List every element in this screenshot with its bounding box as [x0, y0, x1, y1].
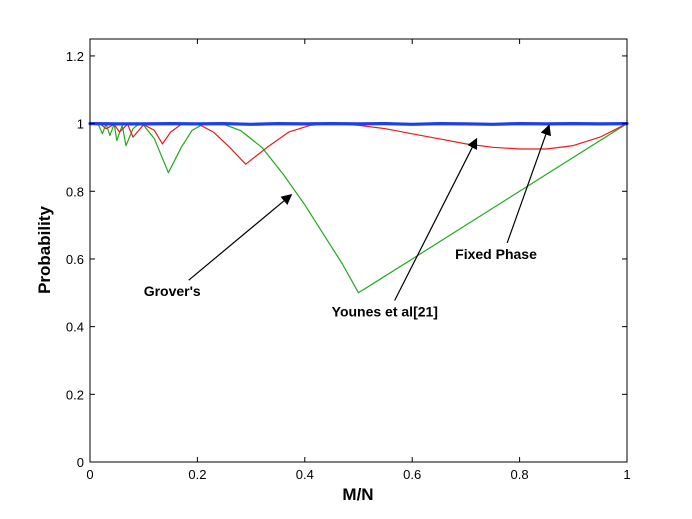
y-tick-label: 0 — [77, 455, 84, 470]
y-tick-label: 0.6 — [66, 252, 84, 267]
annotation-arrow-grover-s — [188, 193, 293, 281]
x-tick-label: 0.4 — [296, 467, 314, 482]
y-tick-label: 1.2 — [66, 49, 84, 64]
y-tick-label: 1 — [77, 117, 84, 132]
y-tick-label: 0.8 — [66, 184, 84, 199]
x-axis-title: M/N — [342, 485, 373, 504]
x-tick-label: 0.2 — [188, 467, 206, 482]
plot-area — [90, 39, 627, 462]
y-axis-title: Probability — [35, 206, 54, 294]
plot-frame — [89, 38, 628, 463]
axes-layer: 0 0.2 0.4 0.6 0.8 1 0 0.2 0.4 0.6 0.8 1 1.2 — [66, 38, 631, 482]
x-tick-label: 0.8 — [511, 467, 529, 482]
annotation-label-younes-et-al-21: Younes et al[21] — [332, 303, 438, 319]
annotation-label-fixed-phase: Fixed Phase — [455, 246, 537, 262]
series-layer — [88, 121, 629, 294]
series-line-fixed-phase — [88, 121, 629, 126]
annotation-arrow-fixed-phase — [506, 124, 551, 244]
annotation-label-grover-s: Grover's — [144, 283, 201, 299]
x-tick-label: 0.6 — [403, 467, 421, 482]
y-tick-label: 0.4 — [66, 320, 84, 335]
y-tick-label: 0.2 — [66, 387, 84, 402]
x-tick-label: 1 — [623, 467, 630, 482]
annotations-layer: Grover's Younes et al[21] Fixed Phase — [144, 124, 551, 319]
x-tick-label: 0 — [86, 467, 93, 482]
annotation-arrow-younes-et-al-21 — [394, 137, 478, 301]
